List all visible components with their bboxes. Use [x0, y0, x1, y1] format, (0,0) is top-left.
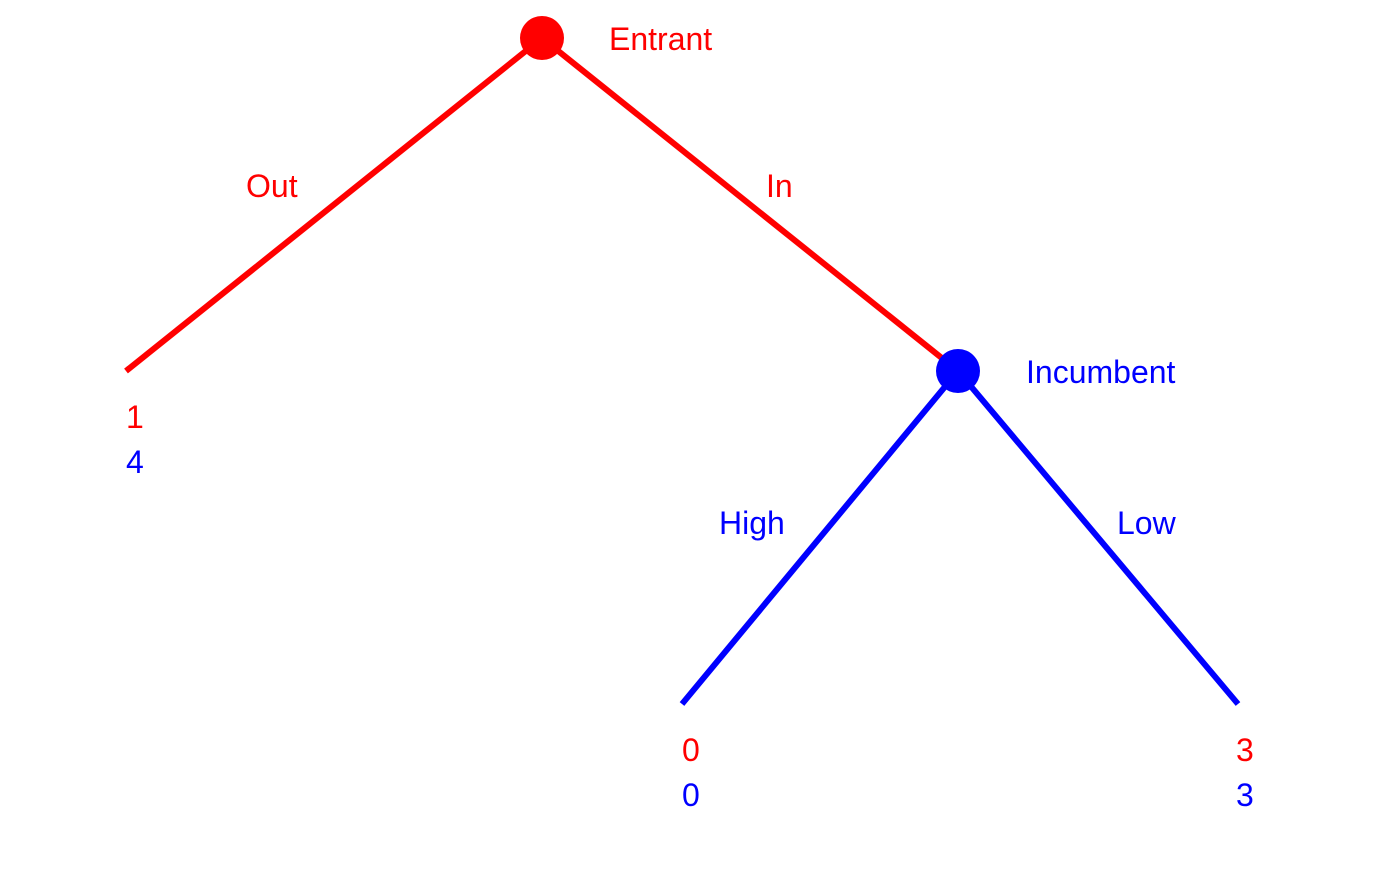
payoff-out-entrant: 1 [126, 399, 144, 435]
payoff-low-entrant: 3 [1236, 732, 1254, 768]
action-high-label: High [719, 505, 785, 541]
incumbent-node [936, 349, 980, 393]
payoff-high-incumbent: 0 [682, 777, 700, 813]
edge-low [955, 369, 1241, 706]
entrant-node [520, 16, 564, 60]
payoff-out-incumbent: 4 [126, 444, 144, 480]
action-low-label: Low [1117, 505, 1177, 541]
edge-in [540, 35, 960, 374]
incumbent-label: Incumbent [1026, 354, 1176, 390]
edge-high [679, 369, 961, 706]
entrant-label: Entrant [609, 21, 712, 57]
payoff-high-entrant: 0 [682, 732, 700, 768]
payoff-low-incumbent: 3 [1236, 777, 1254, 813]
action-out-label: Out [246, 168, 298, 204]
edge-out [124, 35, 544, 374]
action-in-label: In [766, 168, 793, 204]
